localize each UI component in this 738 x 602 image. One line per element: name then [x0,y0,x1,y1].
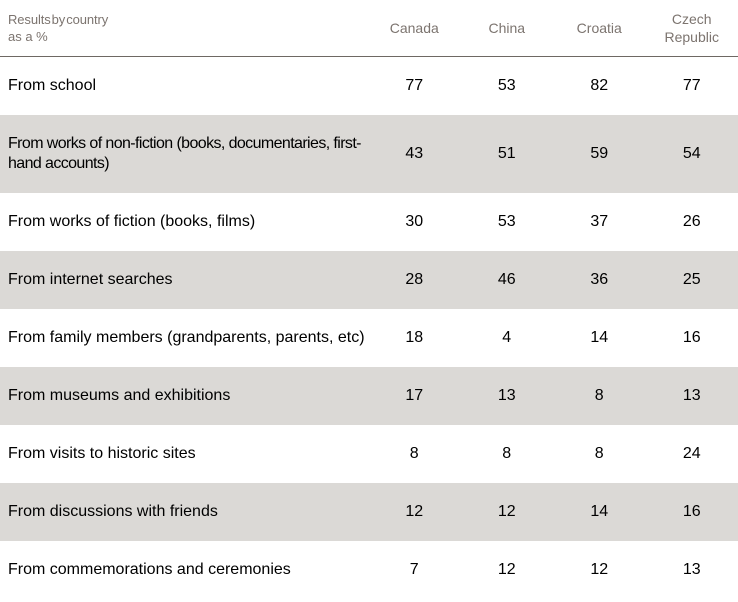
row-value: 16 [682,329,701,346]
corner-header: Results by country as a % [0,0,368,57]
column-header-canada: Canada [368,0,461,57]
row-label: From works of fiction (books, films) [8,213,256,230]
row-value: 77 [682,77,701,94]
table-body: From school 77 53 82 77 From works of no… [0,57,738,600]
row-value: 14 [590,503,609,520]
row-value: 53 [497,213,516,230]
row-value: 43 [405,145,424,162]
row-value: 18 [405,329,424,346]
row-label: From internet searches [8,271,173,288]
column-header-china: China [460,0,553,57]
column-header-croatia: Croatia [553,0,646,57]
row-value: 13 [682,561,701,578]
table-row: From visits to historic sites 8 8 8 24 [0,425,738,483]
row-value: 59 [590,145,609,162]
row-value: 16 [682,503,701,520]
row-value: 12 [497,561,516,578]
row-value: 51 [497,145,516,162]
row-value: 12 [497,503,516,520]
table-row: From discussions with friends 12 12 14 1… [0,483,738,541]
row-value: 25 [682,271,701,288]
row-label: From commemorations and ceremonies [8,561,291,578]
table-row: From museums and exhibitions 17 13 8 13 [0,367,738,425]
row-value: 7 [409,561,419,578]
row-value: 77 [405,77,424,94]
table-row: From school 77 53 82 77 [0,57,738,116]
table-row: From internet searches 28 46 36 25 [0,251,738,309]
header-row: Results by country as a % Canada China C… [0,0,738,57]
row-label: From visits to historic sites [8,445,196,462]
row-value: 53 [497,77,516,94]
column-header-czech-republic: Czech Republic [645,0,738,57]
table-row: From commemorations and ceremonies 7 12 … [0,541,738,599]
row-value: 28 [405,271,424,288]
row-value: 12 [590,561,609,578]
row-label: From museums and exhibitions [8,387,231,404]
row-value: 8 [594,445,604,462]
row-value: 82 [590,77,609,94]
table-row: From works of fiction (books, films) 30 … [0,193,738,251]
row-label: From discussions with friends [8,503,218,520]
row-value: 12 [405,503,424,520]
row-value: 13 [497,387,516,404]
row-value: 4 [502,329,512,346]
row-value: 46 [497,271,516,288]
row-value: 17 [405,387,424,404]
row-value: 14 [590,329,609,346]
row-label: From works of non-fiction (books, docume… [8,135,362,172]
row-value: 8 [409,445,419,462]
row-label: From school [8,77,97,94]
row-value: 37 [590,213,609,230]
row-value: 8 [594,387,604,404]
row-value: 24 [682,445,701,462]
row-label: From family members (grandparents, paren… [8,329,365,346]
corner-header-line2: as a % [8,29,48,44]
row-value: 54 [682,145,701,162]
row-value: 8 [502,445,512,462]
corner-header-line1: Results by country [8,12,109,27]
row-value: 30 [405,213,424,230]
row-value: 36 [590,271,609,288]
table-row: From family members (grandparents, paren… [0,309,738,367]
table-row: From works of non-fiction (books, docume… [0,115,738,193]
row-value: 13 [682,387,701,404]
row-value: 26 [682,213,701,230]
